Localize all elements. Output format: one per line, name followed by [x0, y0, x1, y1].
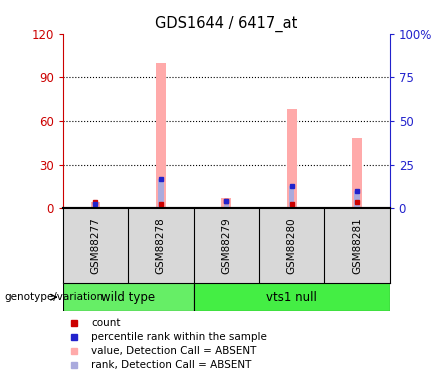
- Text: GSM88281: GSM88281: [352, 217, 362, 274]
- Text: count: count: [91, 318, 120, 328]
- Text: vts1 null: vts1 null: [266, 291, 317, 304]
- Bar: [63, 283, 194, 311]
- Bar: [93, 204, 98, 208]
- Bar: [354, 190, 360, 208]
- Text: GSM88279: GSM88279: [221, 217, 231, 274]
- Text: percentile rank within the sample: percentile rank within the sample: [91, 332, 267, 342]
- Text: value, Detection Call = ABSENT: value, Detection Call = ABSENT: [91, 346, 256, 356]
- Bar: [156, 63, 166, 208]
- Bar: [287, 110, 297, 208]
- Bar: [223, 201, 229, 208]
- Title: GDS1644 / 6417_at: GDS1644 / 6417_at: [155, 16, 297, 32]
- Text: genotype/variation: genotype/variation: [4, 292, 103, 302]
- Text: GSM88277: GSM88277: [90, 217, 100, 274]
- Text: GSM88278: GSM88278: [156, 217, 166, 274]
- Bar: [194, 283, 390, 311]
- Text: GSM88280: GSM88280: [287, 217, 297, 274]
- Bar: [221, 198, 231, 208]
- Text: wild type: wild type: [101, 291, 155, 304]
- Bar: [158, 179, 164, 208]
- Bar: [90, 202, 100, 208]
- Bar: [289, 186, 294, 208]
- Bar: [352, 138, 362, 208]
- Text: rank, Detection Call = ABSENT: rank, Detection Call = ABSENT: [91, 360, 251, 370]
